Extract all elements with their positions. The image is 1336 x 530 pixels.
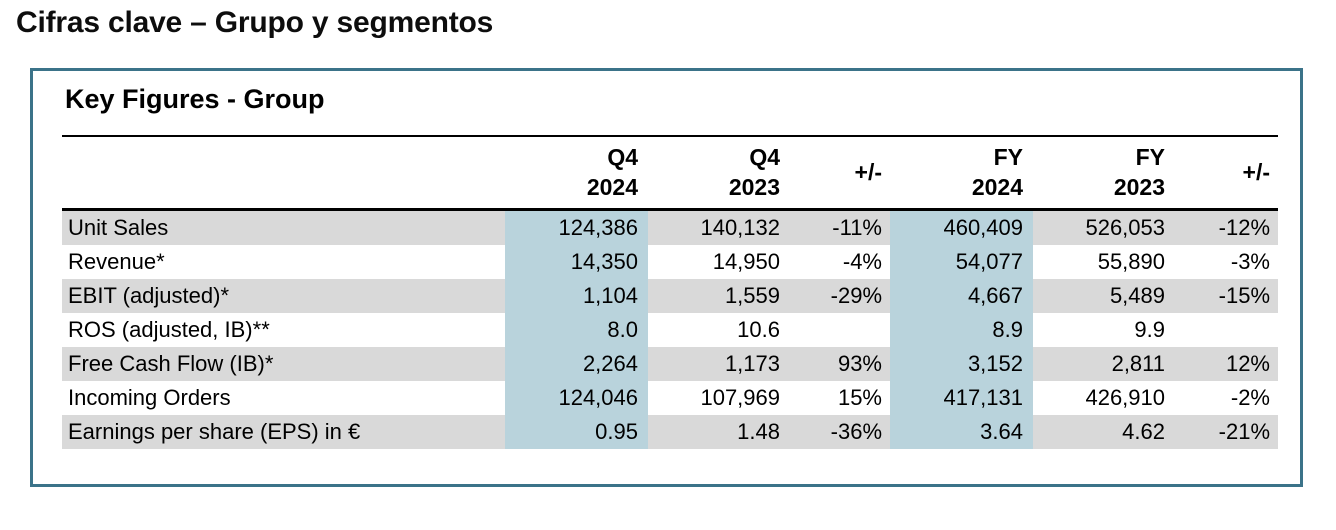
header-change-fy: +/- (1175, 136, 1278, 211)
table-row-ros: ROS (adjusted, IB)** 8.0 10.6 8.9 9.9 (62, 312, 1278, 347)
page-title: Cifras clave – Grupo y segmentos (16, 6, 494, 39)
row-label-cell: Unit Sales (62, 209, 505, 245)
value-cell-change-q4: 93% (790, 346, 890, 381)
header-change-q4: +/- (790, 136, 890, 211)
value-cell-fy-2023: 55,890 (1097, 248, 1165, 274)
value-cell-fy-2023: 9.9 (1134, 316, 1165, 342)
value-cell-fy-2023: 2,811 (1033, 346, 1175, 381)
value-cell-q4-2023: 140,132 (648, 209, 790, 245)
row-label-cell: EBIT (adjusted)* (62, 278, 505, 313)
value-cell-q4-2023: 1,173 (648, 346, 790, 381)
value-cell-change-fy: 12% (1175, 346, 1278, 381)
row-label-cell: Incoming Orders (68, 384, 231, 410)
value-cell-change-fy: -12% (1175, 209, 1278, 245)
value-cell-q4-2024: 0.95 (505, 414, 648, 449)
panel-heading: Key Figures - Group (65, 84, 325, 114)
value-cell-fy-2024: 460,409 (890, 209, 1033, 245)
value-cell-change-q4: -36% (790, 414, 890, 449)
key-figures-table: Q4 2024 Q4 2023 +/- FY 2024 FY 2023 +/- (62, 135, 1278, 449)
value-cell-q4-2024: 1,104 (505, 278, 648, 313)
value-cell-q4-2023: 1,559 (648, 278, 790, 313)
value-cell-change-fy: -21% (1175, 414, 1278, 449)
row-label-cell: Free Cash Flow (IB)* (62, 346, 505, 381)
value-cell-change-q4: -11% (790, 209, 890, 245)
row-label-cell: Earnings per share (EPS) in € (62, 414, 505, 449)
value-cell-change-fy: -3% (1230, 248, 1270, 274)
header-fy-2023-line2: 2023 (1113, 174, 1165, 201)
value-cell-fy-2023: 426,910 (1085, 384, 1165, 410)
table-row-ebit: EBIT (adjusted)* 1,104 1,559 -29% 4,667 … (62, 278, 1278, 313)
value-cell-q4-2023: 1.48 (648, 414, 790, 449)
value-cell-q4-2024: 124,386 (505, 209, 648, 245)
value-cell-change-q4: -29% (790, 278, 890, 313)
value-cell-fy-2024: 54,077 (890, 244, 1033, 279)
key-figures-panel: Key Figures - Group Q4 2024 Q4 2023 +/- … (30, 68, 1303, 487)
header-q4-2024-line2: 2024 (586, 174, 638, 201)
header-q4-2023-line1: Q4 (749, 144, 780, 171)
table-row-revenue: Revenue* 14,350 14,950 -4% 54,077 55,890… (62, 244, 1278, 279)
value-cell-fy-2024: 4,667 (890, 278, 1033, 313)
header-q4-2023-line2: 2023 (728, 174, 780, 201)
value-cell-fy-2024: 417,131 (890, 380, 1033, 415)
header-q4-2024-line1: Q4 (607, 144, 638, 171)
value-cell-change-q4: -4% (842, 248, 882, 274)
header-fy-2024: FY 2024 (890, 136, 1033, 211)
row-label-cell: ROS (adjusted, IB)** (68, 316, 270, 342)
header-fy-2023: FY 2023 (1033, 136, 1175, 211)
value-cell-q4-2024: 8.0 (505, 312, 648, 347)
value-cell-q4-2023: 14,950 (712, 248, 780, 274)
header-fy-2024-line1: FY (993, 144, 1023, 171)
table-row-unit-sales: Unit Sales 124,386 140,132 -11% 460,409 … (62, 209, 1278, 245)
value-cell-fy-2024: 8.9 (890, 312, 1033, 347)
value-cell-change-q4: 15% (837, 384, 882, 410)
value-cell-fy-2024: 3,152 (890, 346, 1033, 381)
table-row-incoming-orders: Incoming Orders 124,046 107,969 15% 417,… (62, 380, 1278, 415)
table-row-eps: Earnings per share (EPS) in € 0.95 1.48 … (62, 414, 1278, 449)
value-cell-fy-2023: 526,053 (1033, 209, 1175, 245)
value-cell-q4-2024: 124,046 (505, 380, 648, 415)
value-cell-fy-2023: 4.62 (1033, 414, 1175, 449)
value-cell-q4-2023: 10.6 (737, 316, 780, 342)
value-cell-q4-2023: 107,969 (700, 384, 780, 410)
header-fy-2024-line2: 2024 (971, 174, 1023, 201)
header-q4-2023: Q4 2023 (648, 136, 790, 211)
value-cell-change-fy: -2% (1230, 384, 1270, 410)
header-fy-2023-line1: FY (1135, 144, 1165, 171)
value-cell-fy-2023: 5,489 (1033, 278, 1175, 313)
table-row-free-cash-flow: Free Cash Flow (IB)* 2,264 1,173 93% 3,1… (62, 346, 1278, 381)
value-cell-fy-2024: 3.64 (890, 414, 1033, 449)
value-cell-q4-2024: 14,350 (505, 244, 648, 279)
value-cell-change-fy (1175, 313, 1278, 347)
row-label-cell: Revenue* (68, 248, 165, 274)
value-cell-q4-2024: 2,264 (505, 346, 648, 381)
value-cell-change-q4 (790, 313, 890, 347)
header-empty (62, 136, 505, 211)
table-header-row: Q4 2024 Q4 2023 +/- FY 2024 FY 2023 +/- (62, 136, 1278, 211)
value-cell-change-fy: -15% (1175, 278, 1278, 313)
header-q4-2024: Q4 2024 (505, 136, 648, 211)
